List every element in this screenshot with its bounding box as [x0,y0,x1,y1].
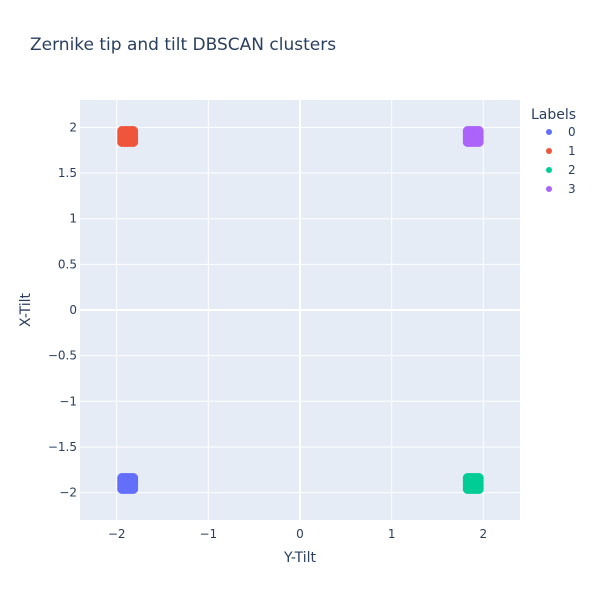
y-tick-labels: 2 1.5 1 0.5 0 −0.5 −1 −1.5 −2 [48,120,77,499]
chart-title: Zernike tip and tilt DBSCAN clusters [30,35,336,55]
legend-label: 0 [568,125,576,139]
y-axis-label: X-Tilt [18,292,34,327]
y-tick-label: 2 [69,120,77,134]
x-tick-label: 2 [480,527,488,541]
legend-label: 2 [568,163,576,177]
x-tick-labels: −2 −1 0 1 2 [108,527,487,541]
legend-marker [546,148,552,154]
data-point [473,483,484,494]
series-3-points [462,126,484,147]
y-tick-label: −1 [59,394,77,408]
y-tick-label: 1.5 [58,166,77,180]
y-tick-label: −1.5 [48,440,77,454]
y-tick-label: 0 [69,303,77,317]
x-tick-label: 0 [296,527,304,541]
data-point [473,137,484,147]
data-points [117,126,484,494]
series-0-points [117,473,139,494]
series-2-points [462,473,484,494]
y-tick-label: −0.5 [48,349,77,363]
x-tick-label: −1 [199,527,217,541]
x-tick-label: 1 [388,527,396,541]
legend-label: 1 [568,144,576,158]
legend: Labels 0 1 2 3 [531,107,576,196]
y-tick-label: −2 [59,486,77,500]
x-axis-label: Y-Tilt [283,550,317,566]
x-tick-label: −2 [108,527,126,541]
series-1-points [117,126,139,147]
y-tick-label: 1 [69,212,77,226]
legend-marker [546,186,552,192]
data-point [128,137,139,147]
legend-marker [546,129,552,135]
y-tick-label: 0.5 [58,257,77,271]
data-point [128,483,139,494]
legend-marker [546,167,552,173]
legend-title: Labels [531,107,576,123]
grid-lines [80,100,520,520]
legend-label: 3 [568,182,576,196]
